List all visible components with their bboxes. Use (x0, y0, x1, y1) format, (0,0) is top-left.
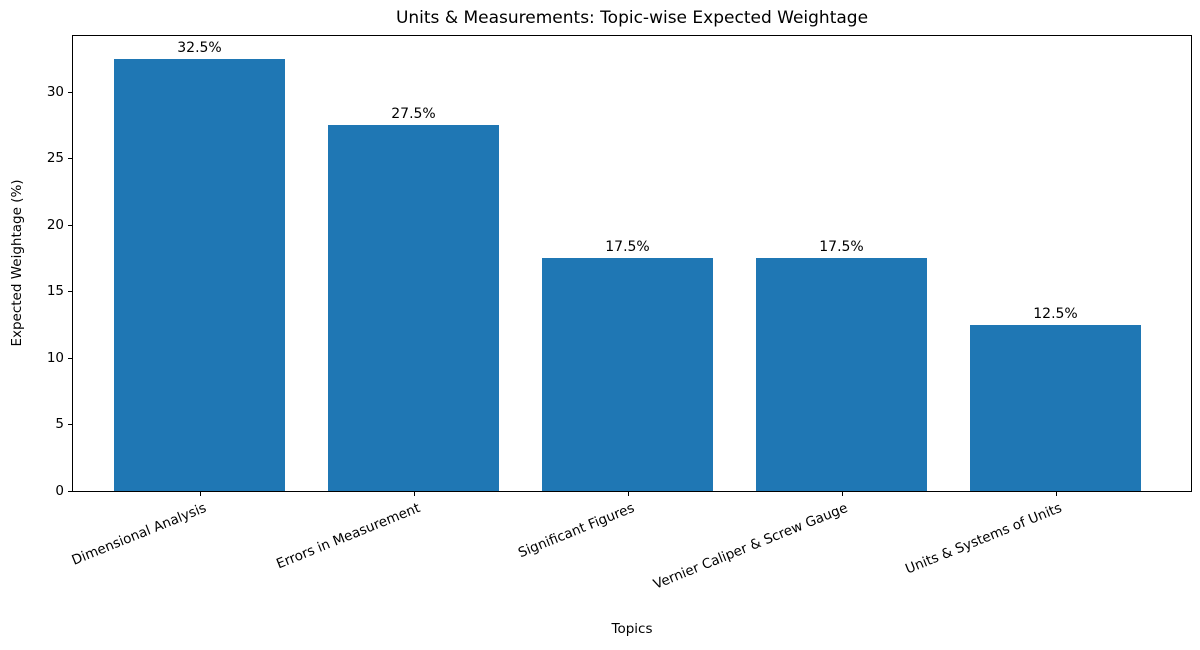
y-axis-label: Expected Weightage (%) (9, 179, 25, 347)
y-tick-label: 5 (55, 416, 64, 433)
y-tick-label: 0 (55, 483, 64, 499)
x-tick-label: Errors in Measurement (274, 500, 423, 573)
x-tick-label: Vernier Caliper & Screw Gauge (651, 500, 851, 593)
bar-2 (328, 125, 499, 491)
x-tick-label: Units & Systems of Units (903, 500, 1065, 578)
y-tick-mark (68, 491, 72, 492)
x-tick-label: Dimensional Analysis (69, 500, 209, 569)
x-tick-mark (841, 492, 843, 496)
y-tick-label: 10 (46, 349, 64, 366)
x-tick-mark (199, 492, 201, 496)
bar-value-label: 12.5% (1033, 305, 1078, 322)
bar-4 (756, 258, 927, 491)
y-tick-mark (68, 424, 72, 426)
bar-value-label: 32.5% (177, 39, 222, 56)
y-tick-mark (68, 291, 72, 293)
y-tick-label: 15 (46, 283, 64, 300)
y-tick-label: 25 (46, 150, 64, 167)
y-tick-mark (68, 158, 72, 160)
bar-1 (114, 58, 285, 491)
bar-value-label: 27.5% (391, 106, 436, 123)
y-tick-mark (68, 357, 72, 359)
y-tick-label: 30 (46, 83, 64, 100)
x-tick-mark (627, 492, 629, 496)
y-tick-mark (68, 91, 72, 93)
y-tick-mark (68, 224, 72, 226)
x-tick-mark (1055, 492, 1057, 496)
y-tick-label: 20 (46, 216, 64, 233)
bar-value-label: 17.5% (605, 239, 650, 256)
x-tick-label: Significant Figures (515, 500, 637, 562)
bar-5 (970, 324, 1141, 491)
chart-title: Units & Measurements: Topic-wise Expecte… (395, 8, 869, 28)
bar-3 (542, 258, 713, 491)
x-axis-label: Topics (611, 621, 653, 637)
bar-value-label: 17.5% (819, 239, 864, 256)
x-tick-mark (413, 492, 415, 496)
